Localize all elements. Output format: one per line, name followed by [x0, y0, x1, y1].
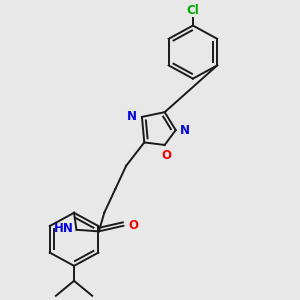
Text: Cl: Cl: [187, 4, 199, 17]
Text: N: N: [127, 110, 137, 123]
Text: N: N: [180, 124, 190, 136]
Text: O: O: [161, 149, 171, 162]
Text: HN: HN: [54, 222, 74, 235]
Text: O: O: [128, 219, 138, 232]
